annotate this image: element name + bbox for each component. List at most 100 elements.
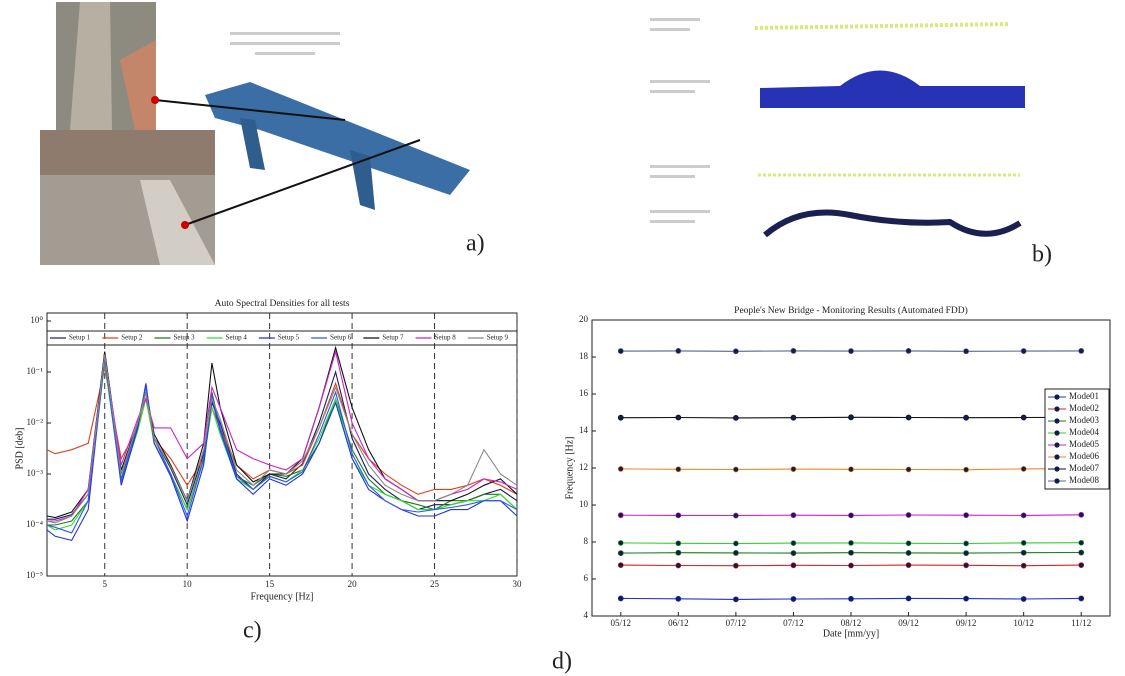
marker xyxy=(1078,511,1085,518)
mode-shape xyxy=(754,22,1011,30)
illegible-note xyxy=(650,80,710,83)
illegible-note xyxy=(650,90,695,93)
photo-walkway xyxy=(70,2,112,130)
marker xyxy=(848,540,854,546)
illegible-note xyxy=(230,42,340,45)
y-tick-label: 16 xyxy=(579,388,589,398)
y-tick-label: 10 xyxy=(579,499,589,509)
marker xyxy=(675,595,682,602)
x-tick-label: 08/12 xyxy=(841,618,862,628)
marker xyxy=(848,595,854,602)
marker xyxy=(617,595,624,602)
photo-sidewalk xyxy=(140,180,215,265)
x-axis-label: Date [mm/yy] xyxy=(823,628,879,639)
legend-label: Mode05 xyxy=(1069,439,1099,449)
marker xyxy=(675,414,682,421)
marker xyxy=(1078,595,1085,602)
chart-title: People's New Bridge - Monitoring Results… xyxy=(734,305,968,316)
marker xyxy=(905,347,912,354)
x-axis-label: Frequency [Hz] xyxy=(250,591,313,602)
marker xyxy=(1020,466,1027,472)
marker xyxy=(963,512,970,519)
marker xyxy=(905,550,912,556)
marker xyxy=(675,549,682,556)
marker xyxy=(848,348,854,354)
marker xyxy=(732,540,739,547)
legend-label: Setup 6 xyxy=(330,334,352,342)
y-tick-label: 10⁰ xyxy=(30,315,43,325)
marker xyxy=(675,540,682,547)
marker xyxy=(732,512,739,519)
marker xyxy=(848,562,854,569)
legend-marker xyxy=(1054,478,1060,484)
arrow xyxy=(184,139,421,226)
illegible-note xyxy=(650,220,695,223)
marker xyxy=(963,540,970,547)
marker xyxy=(675,347,682,354)
marker xyxy=(617,512,624,519)
x-tick-label: 10/12 xyxy=(1013,618,1034,628)
series-line xyxy=(47,356,518,526)
marker xyxy=(963,414,970,421)
marker xyxy=(963,595,970,602)
y-tick-label: 18 xyxy=(579,351,589,361)
marker xyxy=(790,347,797,354)
marker xyxy=(848,414,854,421)
legend-marker xyxy=(1054,454,1060,460)
x-tick-label: 30 xyxy=(513,579,523,589)
x-tick-label: 05/12 xyxy=(611,618,632,628)
photo-path xyxy=(120,40,156,130)
marker xyxy=(732,414,739,421)
marker xyxy=(617,562,624,569)
illegible-note xyxy=(255,52,315,55)
legend-label: Mode03 xyxy=(1069,415,1099,425)
y-tick-label: 10⁻² xyxy=(27,417,44,427)
legend-label: Setup 4 xyxy=(226,334,248,342)
marker xyxy=(963,348,970,355)
marker xyxy=(1020,512,1027,519)
y-axis-label: PSD [deb] xyxy=(14,428,25,470)
y-axis-label: Frequency [Hz] xyxy=(564,436,575,499)
marker xyxy=(617,466,624,472)
deck-support xyxy=(350,150,375,210)
legend-label: Setup 3 xyxy=(173,334,195,342)
marker xyxy=(675,512,682,519)
legend-marker xyxy=(1054,466,1060,472)
series-line xyxy=(46,356,518,542)
legend-label: Setup 2 xyxy=(121,334,143,342)
marker xyxy=(1020,414,1027,421)
marker xyxy=(1020,562,1027,569)
y-tick-label: 8 xyxy=(584,536,589,546)
legend-label: Setup 1 xyxy=(69,334,91,342)
deck-model xyxy=(205,82,470,195)
marker xyxy=(963,550,970,556)
series-line xyxy=(46,354,518,524)
marker xyxy=(1020,348,1027,354)
legend-label: Mode01 xyxy=(1069,391,1099,401)
legend-label: Setup 5 xyxy=(278,334,300,342)
panel-a-illustration xyxy=(40,2,470,265)
panel-label: c) xyxy=(243,618,262,644)
legend-label: Mode07 xyxy=(1069,463,1099,473)
legend-marker xyxy=(1054,442,1060,448)
x-tick-label: 25 xyxy=(430,579,440,589)
marker xyxy=(848,549,854,556)
chart-title: Auto Spectral Densities for all tests xyxy=(215,298,350,309)
series-line xyxy=(46,345,518,519)
x-tick-label: 10 xyxy=(183,579,193,589)
x-tick-label: 09/12 xyxy=(956,618,977,628)
x-tick-label: 09/12 xyxy=(898,618,919,628)
illegible-note xyxy=(650,210,710,213)
marker xyxy=(790,550,797,556)
marker xyxy=(905,562,912,569)
mode-shape xyxy=(763,209,1022,238)
marker xyxy=(1078,539,1085,546)
legend-label: Setup 9 xyxy=(487,334,509,342)
x-tick-label: 07/12 xyxy=(783,618,804,628)
marker xyxy=(617,540,624,546)
legend-marker xyxy=(1054,430,1060,436)
y-tick-label: 4 xyxy=(584,610,589,620)
panel-label: d) xyxy=(552,649,572,675)
marker xyxy=(905,414,912,421)
y-tick-label: 12 xyxy=(579,462,588,472)
